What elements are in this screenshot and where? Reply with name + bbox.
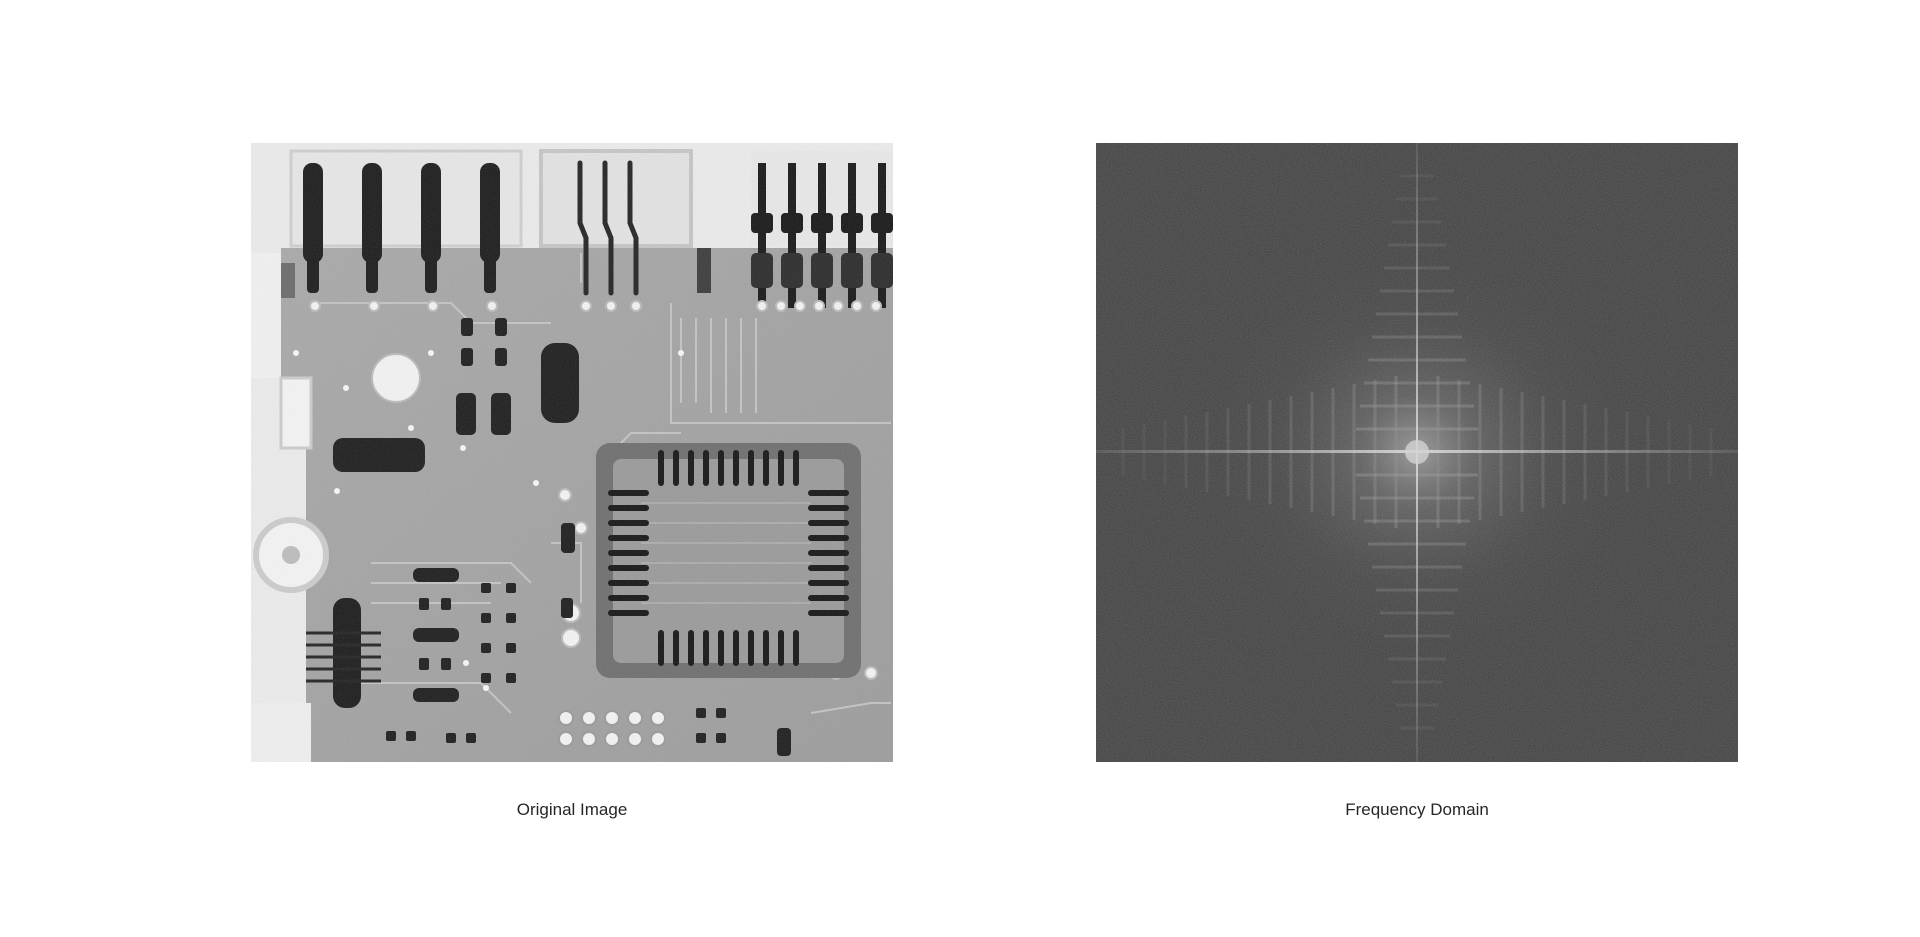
original-image <box>251 143 893 762</box>
frequency-domain-image <box>1096 143 1738 762</box>
frequency-domain-caption: Frequency Domain <box>1345 800 1489 819</box>
original-image-caption: Original Image <box>516 800 628 819</box>
